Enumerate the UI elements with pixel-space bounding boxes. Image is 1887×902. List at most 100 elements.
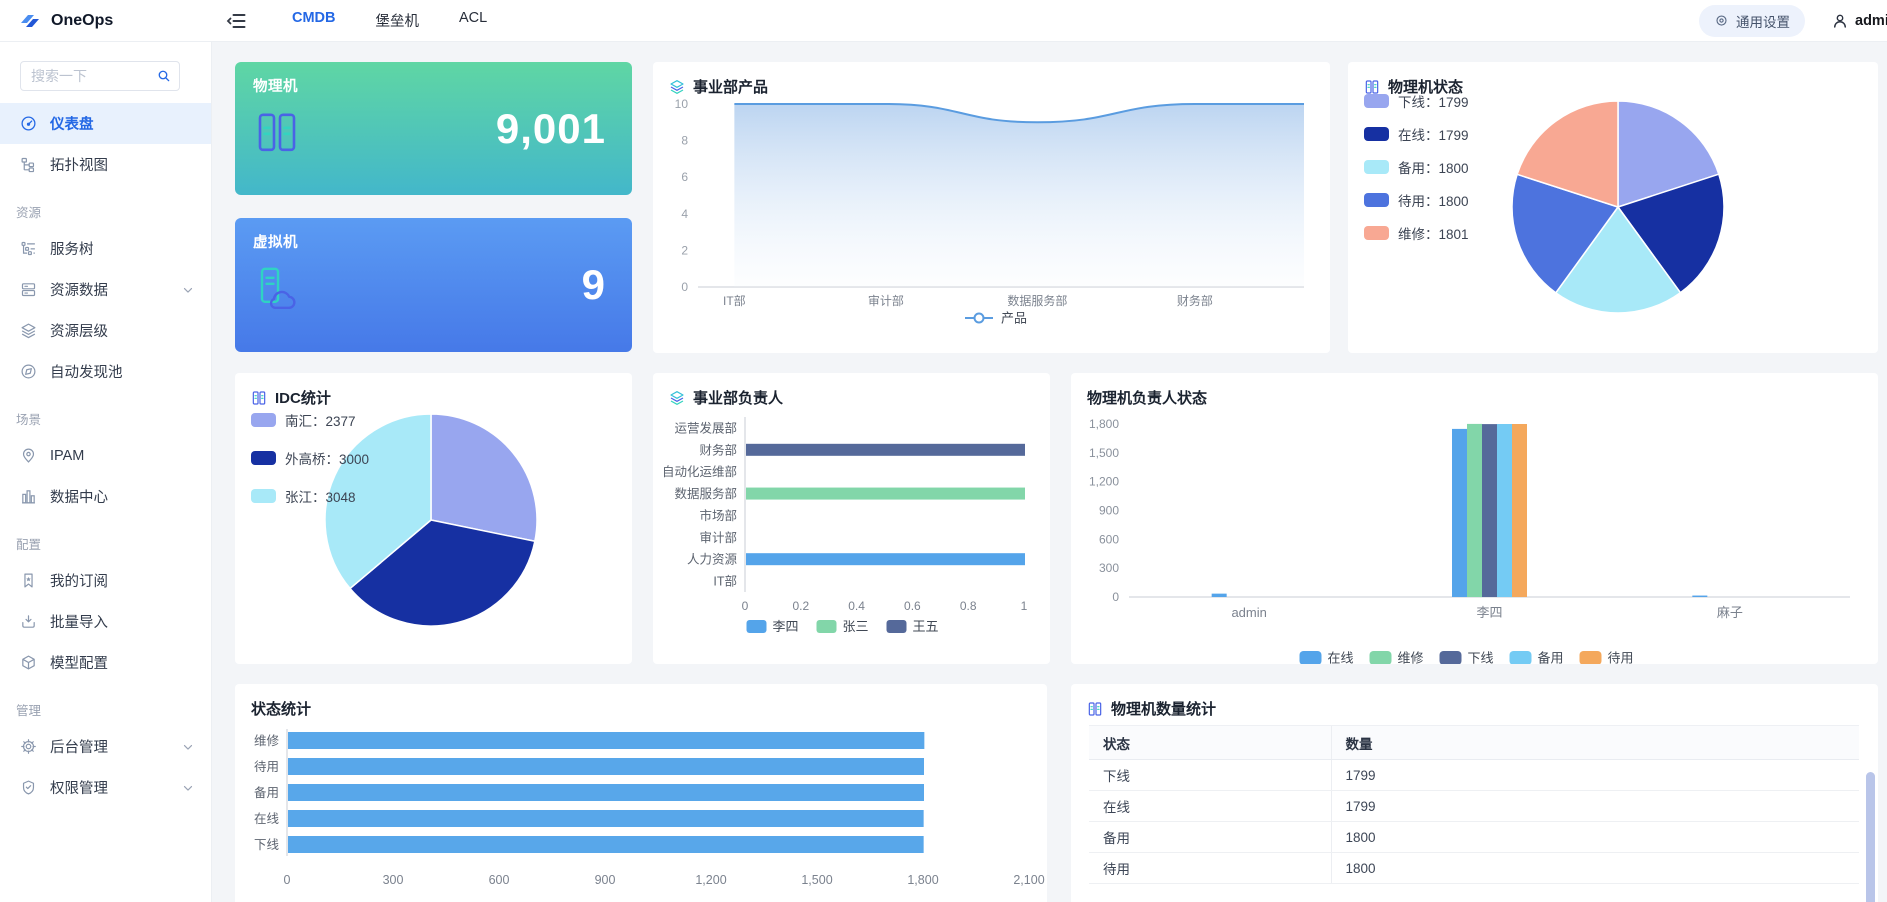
- legend-label: 维修：1801: [1398, 226, 1469, 242]
- svg-text:待用: 待用: [254, 760, 279, 774]
- pie-slice-南汇[interactable]: [430, 413, 538, 543]
- legend-swatch-待用[interactable]: [1579, 651, 1602, 664]
- legend-swatch: [1364, 159, 1389, 174]
- sidebar-item-label: 资源层级: [50, 324, 108, 340]
- tab-bastion[interactable]: 堡垒机: [375, 14, 420, 30]
- pie-slice-下线[interactable]: [1617, 100, 1720, 208]
- pie-slice-张江[interactable]: [324, 413, 432, 590]
- table-header-row: 状态 数量: [1089, 725, 1859, 760]
- sidebar-item-dashboard[interactable]: 仪表盘: [0, 103, 211, 144]
- bar-李四-在线[interactable]: [1452, 428, 1467, 597]
- legend-swatch-张三[interactable]: [816, 620, 837, 633]
- svg-text:0.6: 0.6: [904, 599, 921, 613]
- legend-swatch-李四[interactable]: [746, 620, 767, 633]
- status-stats-chart[interactable]: 维修 待用 备用 在线 下线 0 300 600 900 1,200 1,500 1,800 2,100: [235, 718, 1047, 902]
- bar-维修[interactable]: [288, 732, 925, 749]
- legend-item-待用[interactable]: 待用：1800: [1364, 183, 1469, 216]
- sidebar-item-batch-import[interactable]: 批量导入: [0, 601, 211, 642]
- card-physical-status: 物理机状态 下线：1799 在线：1799 备用：1800 待用：1800 维修：180…: [1348, 62, 1878, 353]
- physical-status-pie[interactable]: [1348, 62, 1878, 353]
- table-cell: 1799: [1330, 759, 1859, 791]
- sidebar-item-label: 模型配置: [50, 656, 108, 672]
- sidebar-item-permission-admin[interactable]: 权限管理: [0, 767, 211, 808]
- svg-text:备用: 备用: [1538, 651, 1564, 665]
- card-title: 物理机状态: [1388, 79, 1464, 96]
- owner-status-chart[interactable]: 0 300 600 900 1,200 1,500 1,800 admin 李四 麻子 在线 维修 下线…: [1071, 407, 1878, 664]
- svg-text:4: 4: [681, 207, 688, 221]
- bar-在线[interactable]: [288, 810, 924, 827]
- card-bu-products: 事业部产品 0 2 4 6 8 10 IT部 审计部 数据服务部 财务部 产品: [653, 62, 1330, 353]
- legend-item-下线[interactable]: 下线：1799: [1364, 84, 1469, 117]
- table-scrollbar[interactable]: [1866, 772, 1875, 902]
- bu-products-chart[interactable]: 0 2 4 6 8 10 IT部 审计部 数据服务部 财务部 产品: [653, 96, 1330, 353]
- bar-财务部[interactable]: [746, 443, 1025, 456]
- bu-owner-chart[interactable]: 运营发展部 财务部 自动化运维部 数据服务部 市场部 审计部 人力资源 IT部 0 0.2 0.4 0…: [653, 407, 1050, 664]
- user-menu[interactable]: admin: [1831, 12, 1887, 30]
- bar-李四-备用[interactable]: [1497, 424, 1512, 597]
- sidebar-item-model-config[interactable]: 模型配置: [0, 642, 211, 683]
- legend-item-备用[interactable]: 备用：1800: [1364, 150, 1469, 183]
- svg-text:600: 600: [1099, 532, 1119, 546]
- svg-text:财务部: 财务部: [699, 442, 737, 457]
- legend-swatch-王五[interactable]: [886, 620, 907, 633]
- sidebar-collapse-icon[interactable]: [224, 9, 248, 33]
- card-title: 事业部负责人: [693, 390, 784, 407]
- pie-slice-在线[interactable]: [1617, 173, 1725, 294]
- bar-数据服务部[interactable]: [746, 487, 1025, 500]
- search-icon[interactable]: [156, 68, 172, 84]
- bar-李四-待用[interactable]: [1512, 424, 1527, 597]
- svg-text:admin: admin: [1231, 605, 1266, 620]
- legend-swatch: [1364, 93, 1389, 108]
- sidebar-item-my-subscription[interactable]: 我的订阅: [0, 560, 211, 601]
- legend-item-外高桥[interactable]: 外高桥：3000: [251, 439, 369, 477]
- bar-李四-下线[interactable]: [1482, 424, 1497, 597]
- bar-下线[interactable]: [288, 836, 924, 853]
- stat-card-virtual[interactable]: 虚拟机 9: [235, 218, 632, 352]
- sidebar-item-service-tree[interactable]: 服务树: [0, 228, 211, 269]
- svg-text:2,100: 2,100: [1013, 873, 1044, 887]
- bar-人力资源[interactable]: [746, 553, 1025, 566]
- pie-slice-备用[interactable]: [1555, 206, 1682, 314]
- sidebar-item-datacenter[interactable]: 数据中心: [0, 476, 211, 517]
- idc-pie[interactable]: [235, 373, 632, 664]
- stat-card-physical[interactable]: 物理机 9,001: [235, 62, 632, 195]
- bar-麻子-在线[interactable]: [1692, 595, 1708, 597]
- legend-swatch: [1364, 126, 1389, 141]
- legend-item-南汇[interactable]: 南汇：2377: [251, 401, 369, 439]
- bar-待用[interactable]: [288, 758, 924, 775]
- tab-cmdb[interactable]: CMDB: [292, 10, 336, 26]
- sidebar-item-label: 后台管理: [50, 740, 108, 756]
- bar-admin-在线[interactable]: [1211, 593, 1227, 597]
- search-input[interactable]: [20, 61, 180, 91]
- svg-text:人力资源: 人力资源: [687, 553, 738, 567]
- legend-item-张江[interactable]: 张江：3048: [251, 477, 369, 515]
- bar-备用[interactable]: [288, 784, 924, 801]
- card-owner-status: 物理机负责人状态 0 300 600 900 1,200 1,500 1,800 admin 李…: [1071, 373, 1878, 664]
- sidebar-item-topology[interactable]: 拓扑视图: [0, 144, 211, 185]
- stat-card-value: 9,001: [495, 104, 606, 152]
- legend-swatch-维修[interactable]: [1369, 651, 1392, 664]
- legend-item-在线[interactable]: 在线：1799: [1364, 117, 1469, 150]
- sidebar-item-ipam[interactable]: IPAM: [0, 435, 211, 476]
- legend-item-维修[interactable]: 维修：1801: [1364, 216, 1469, 249]
- card-title-row: 状态统计: [235, 684, 1047, 719]
- legend-swatch: [1364, 225, 1389, 240]
- sidebar-item-resource-data[interactable]: 资源数据: [0, 269, 211, 310]
- bar-李四-维修[interactable]: [1467, 423, 1482, 597]
- sidebar-item-backend-admin[interactable]: 后台管理: [0, 726, 211, 767]
- svg-text:李四: 李四: [1476, 605, 1502, 620]
- legend-swatch-下线[interactable]: [1439, 651, 1462, 664]
- physical_status-pie-svg: [1511, 100, 1725, 314]
- pie-slice-外高桥[interactable]: [349, 519, 536, 627]
- sidebar-item-auto-discovery[interactable]: 自动发现池: [0, 351, 211, 392]
- sidebar-item-label: 拓扑视图: [50, 158, 108, 174]
- pie-slice-维修[interactable]: [1516, 100, 1619, 208]
- card-machine-count: 物理机数量统计 状态 数量 下线 1799 在线 1799 备用 1800 待用 1800: [1071, 684, 1878, 902]
- legend-swatch-在线[interactable]: [1299, 651, 1322, 664]
- legend-swatch-备用[interactable]: [1509, 651, 1532, 664]
- pie-slice-待用[interactable]: [1511, 173, 1619, 294]
- tab-acl[interactable]: ACL: [459, 10, 488, 26]
- general-settings-button[interactable]: 通用设置: [1699, 4, 1805, 37]
- sidebar-item-resource-level[interactable]: 资源层级: [0, 310, 211, 351]
- svg-text:维修: 维修: [1398, 651, 1424, 665]
